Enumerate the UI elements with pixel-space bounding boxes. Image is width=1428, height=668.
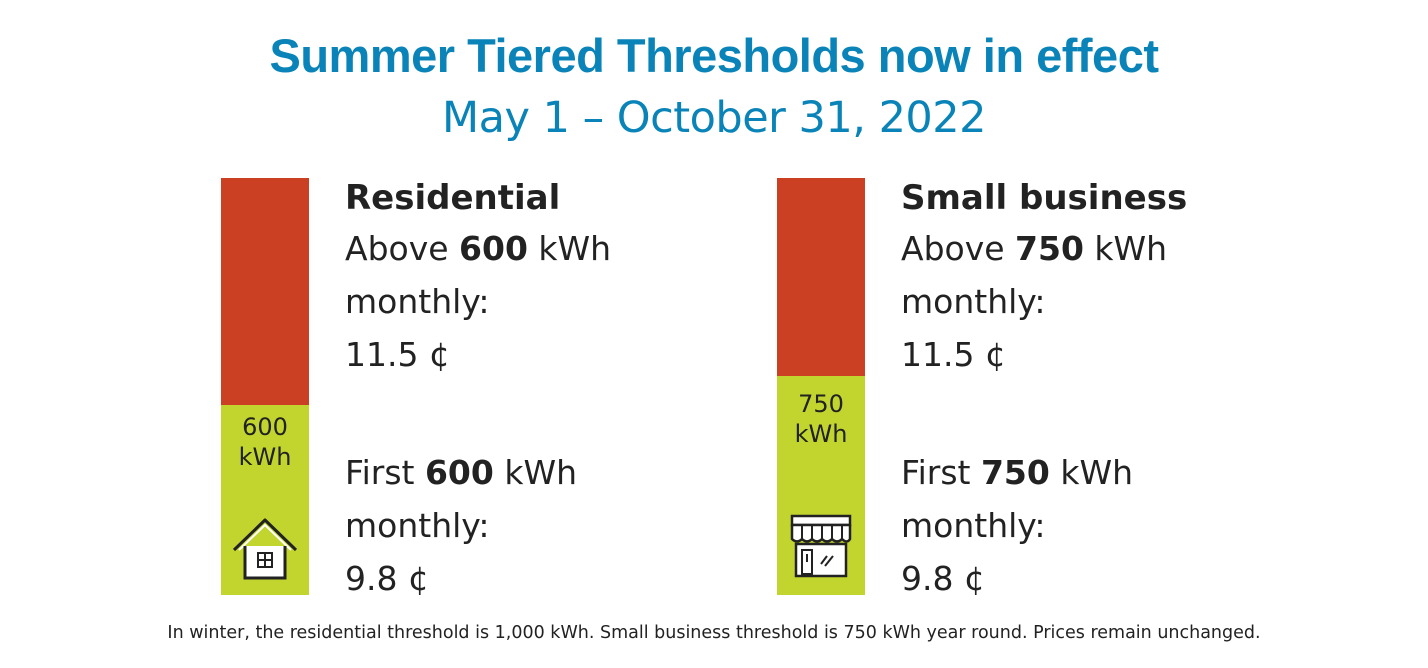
residential-above-suffix: kWh — [527, 229, 612, 268]
small-business-threshold-value: 750 — [798, 390, 844, 418]
storefront-icon — [790, 514, 852, 578]
residential-above-prefix: Above — [345, 229, 460, 268]
small-business-threshold-unit: kWh — [794, 420, 848, 448]
residential-heading: Residential — [345, 178, 561, 218]
residential-first-suffix: kWh — [493, 453, 577, 492]
house-icon — [232, 518, 298, 580]
residential-above-line: Above 600 kWh — [345, 222, 611, 275]
page-title: Summer Tiered Thresholds now in effect — [269, 29, 1160, 82]
residential-threshold-unit: kWh — [238, 443, 292, 471]
residential-first-value: 600 — [424, 453, 494, 492]
small-business-first-line: First 750 kWh — [901, 446, 1133, 499]
small-business-above-suffix: kWh — [1083, 229, 1168, 268]
residential-first-price: 9.8 ¢ — [345, 559, 429, 598]
small-business-above-line: Above 750 kWh — [901, 222, 1167, 275]
small-business-first-prefix: First — [901, 453, 981, 492]
residential-first-monthly: monthly: — [345, 506, 490, 545]
small-business-threshold-label: 750 kWh — [777, 389, 865, 449]
small-business-first-monthly: monthly: — [901, 506, 1046, 545]
small-business-above-price: 11.5 ¢ — [901, 335, 1006, 374]
small-business-above-monthly: monthly: — [901, 282, 1046, 321]
residential-above-price: 11.5 ¢ — [345, 335, 450, 374]
small-business-above-prefix: Above — [901, 229, 1016, 268]
footnote: In winter, the residential threshold is … — [167, 623, 1261, 643]
page-subtitle: May 1 – October 31, 2022 — [442, 93, 987, 143]
small-business-upper-tier-bar — [777, 178, 865, 376]
small-business-first-suffix: kWh — [1049, 453, 1133, 492]
residential-first-prefix: First — [345, 453, 425, 492]
residential-threshold-value: 600 — [242, 413, 288, 441]
residential-above-value: 600 — [459, 229, 528, 268]
residential-first-line: First 600 kWh — [345, 446, 577, 499]
small-business-above-value: 750 — [1015, 229, 1084, 268]
residential-upper-tier-bar — [221, 178, 309, 405]
small-business-first-price: 9.8 ¢ — [901, 559, 985, 598]
residential-threshold-label: 600 kWh — [221, 412, 309, 472]
residential-above-monthly: monthly: — [345, 282, 490, 321]
small-business-first-value: 750 — [980, 453, 1050, 492]
small-business-heading: Small business — [901, 178, 1188, 218]
